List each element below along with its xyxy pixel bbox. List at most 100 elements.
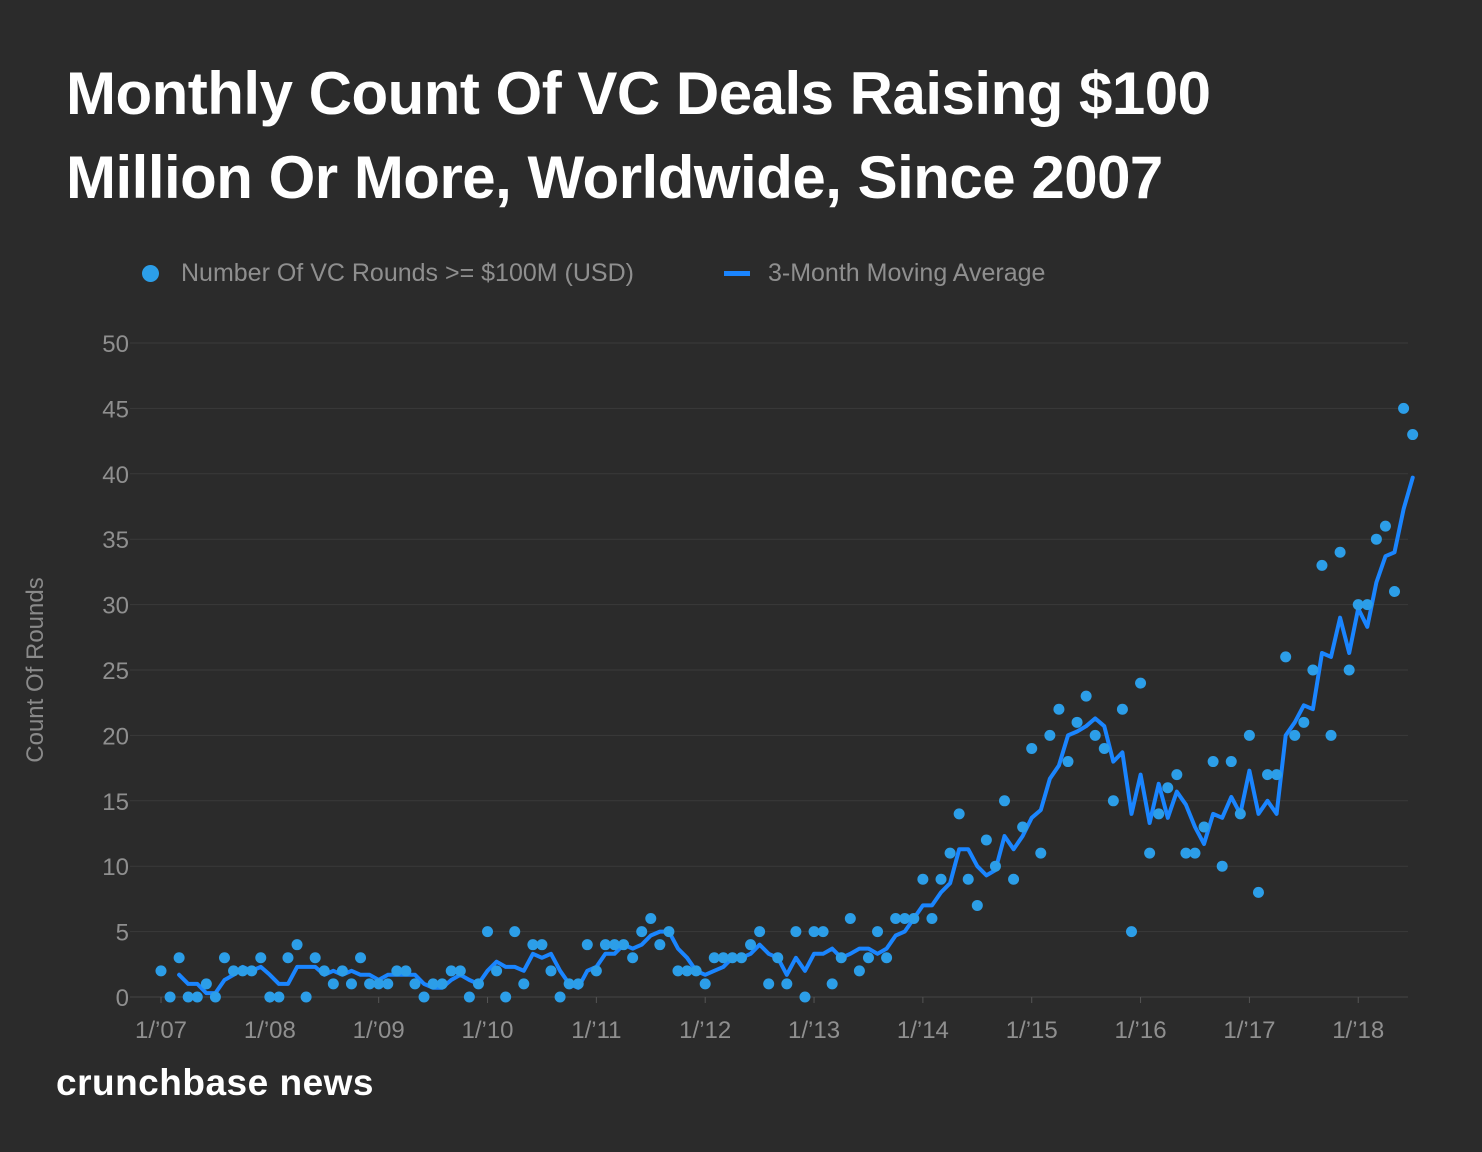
data-point <box>1098 742 1110 754</box>
data-point <box>1234 808 1246 820</box>
data-point <box>935 873 947 885</box>
data-point <box>482 926 494 938</box>
data-point <box>291 939 303 951</box>
data-point <box>799 991 811 1003</box>
chart-title-line-2: Million Or More, Worldwide, Since 2007 <box>66 144 1163 211</box>
data-point <box>1316 559 1328 571</box>
data-point <box>1407 429 1419 441</box>
y-tick-label: 45 <box>102 396 129 423</box>
legend-label-rounds: Number Of VC Rounds >= $100M (USD) <box>181 258 634 287</box>
data-point <box>999 795 1011 807</box>
data-point <box>191 991 203 1003</box>
data-point <box>345 978 357 990</box>
data-point <box>491 965 503 977</box>
data-point <box>908 913 920 925</box>
data-point <box>1189 847 1201 859</box>
data-point <box>1026 742 1038 754</box>
y-tick-label: 0 <box>116 985 129 1012</box>
data-point <box>1271 769 1283 781</box>
data-point <box>590 965 602 977</box>
data-point <box>509 926 521 938</box>
data-point <box>545 965 557 977</box>
legend-item-rounds[interactable]: Number Of VC Rounds >= $100M (USD) <box>142 259 634 288</box>
legend-item-moving-average[interactable]: 3-Month Moving Average <box>723 258 1046 288</box>
data-point <box>518 978 530 990</box>
data-point <box>708 952 720 964</box>
data-point <box>1080 690 1092 702</box>
data-point <box>409 978 421 990</box>
data-point <box>1162 782 1174 794</box>
data-point <box>808 926 820 938</box>
data-point <box>645 913 657 925</box>
data-point <box>1252 886 1264 898</box>
data-point <box>472 978 484 990</box>
data-point <box>618 939 630 951</box>
data-point <box>835 952 847 964</box>
data-point <box>1125 926 1137 938</box>
data-point <box>246 965 258 977</box>
data-point <box>273 991 285 1003</box>
x-tick-label: 1/’10 <box>461 1017 513 1044</box>
x-tick-label: 1/’09 <box>353 1017 405 1044</box>
y-tick-label: 40 <box>102 462 129 489</box>
data-point <box>853 965 865 977</box>
data-point <box>581 939 593 951</box>
data-point <box>726 952 738 964</box>
data-point <box>1262 769 1274 781</box>
data-point <box>1343 664 1355 676</box>
data-point <box>282 952 294 964</box>
data-point <box>318 965 330 977</box>
data-point <box>1243 729 1255 741</box>
x-tick-label: 1/’17 <box>1223 1017 1275 1044</box>
y-tick-label: 30 <box>102 593 129 620</box>
data-point <box>418 991 430 1003</box>
data-point <box>1089 729 1101 741</box>
data-point <box>563 978 575 990</box>
data-point <box>890 913 902 925</box>
data-point <box>228 965 240 977</box>
data-point <box>427 978 439 990</box>
chart-title: Monthly Count Of VC Deals Raising $100 M… <box>66 52 1366 220</box>
data-point <box>1352 599 1364 611</box>
data-point <box>1207 756 1219 768</box>
x-tick-label: 1/’15 <box>1006 1017 1058 1044</box>
data-point <box>953 808 965 820</box>
data-point <box>454 965 466 977</box>
data-point <box>599 939 611 951</box>
data-point <box>536 939 548 951</box>
data-point <box>962 873 974 885</box>
data-point <box>373 978 385 990</box>
data-point <box>1225 756 1237 768</box>
data-point <box>1171 769 1183 781</box>
y-tick-label: 10 <box>102 854 129 881</box>
data-point <box>790 926 802 938</box>
data-point <box>1334 546 1346 558</box>
legend-label-moving-average: 3-Month Moving Average <box>767 258 1046 287</box>
y-tick-label: 35 <box>102 527 129 554</box>
data-point <box>1017 821 1029 833</box>
x-tick-label: 1/’07 <box>135 1017 187 1044</box>
data-point <box>1044 729 1056 741</box>
data-point <box>609 939 620 951</box>
data-point <box>255 952 267 964</box>
data-point <box>881 952 893 964</box>
data-point <box>826 978 838 990</box>
x-tick-label: 1/’14 <box>897 1017 949 1044</box>
y-tick-label: 20 <box>102 723 129 750</box>
data-point <box>1325 729 1337 741</box>
data-point <box>636 926 648 938</box>
data-point <box>336 965 348 977</box>
data-point <box>763 978 775 990</box>
data-point <box>572 978 584 990</box>
moving-average-line <box>177 475 1415 996</box>
data-point <box>717 952 729 964</box>
data-point <box>971 899 983 911</box>
data-point <box>754 926 766 938</box>
y-tick-label: 50 <box>102 331 129 358</box>
data-point <box>1180 847 1192 859</box>
chart-title-line-1: Monthly Count Of VC Deals Raising $100 <box>66 60 1211 127</box>
data-point <box>862 952 874 964</box>
data-point <box>1289 729 1301 741</box>
data-point <box>899 913 911 925</box>
data-point <box>989 860 1001 872</box>
